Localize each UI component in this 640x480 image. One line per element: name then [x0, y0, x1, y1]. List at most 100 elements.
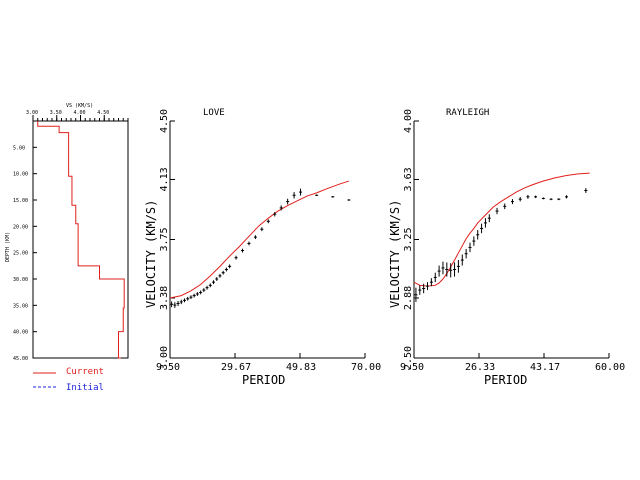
love-observation — [212, 280, 216, 285]
model-x-tick-label: 4.00 — [74, 110, 86, 116]
rayleigh-observation — [480, 223, 484, 234]
rayleigh-observation — [414, 287, 418, 302]
rayleigh-observation — [510, 199, 514, 205]
rayleigh-observation — [441, 261, 445, 275]
love-observation — [266, 219, 270, 224]
love-y-tick-label: 3.75 — [159, 227, 170, 251]
rayleigh-observation — [557, 198, 561, 201]
love-y-tick-label: 4.13 — [159, 167, 170, 191]
rayleigh-observation — [464, 248, 468, 259]
love-observation — [234, 255, 238, 260]
rayleigh-x-tick-label: 43.17 — [530, 362, 560, 373]
love-observation — [331, 196, 335, 198]
rayleigh-observation — [418, 285, 422, 295]
love-observation — [202, 288, 206, 292]
rayleigh-observation — [468, 242, 472, 253]
rayleigh-observation — [449, 263, 453, 278]
love-observation — [218, 273, 222, 278]
love-observation — [292, 192, 296, 199]
love-observation — [199, 290, 203, 295]
love-observation — [189, 295, 193, 300]
model-y-tick-label: 40.00 — [13, 330, 28, 336]
model-y-tick-label: 15.00 — [13, 198, 28, 204]
love-observation — [241, 248, 245, 253]
rayleigh-observation — [518, 196, 522, 202]
love-y-tick-label: 4.50 — [159, 109, 170, 133]
rayleigh-dispersion-panel: 9.50 26.33 43.17 60.00 2.50 2.88 3.25 3.63 4.00… — [388, 108, 625, 387]
rayleigh-x-ticks: 9.50 26.33 43.17 60.00 — [400, 353, 625, 373]
love-observed-points — [170, 188, 351, 308]
love-observation — [170, 301, 174, 308]
rayleigh-observation — [445, 262, 449, 277]
rayleigh-observation — [472, 236, 476, 246]
legend-initial-label: Initial — [66, 383, 104, 393]
love-y-tick-label: 3.38 — [159, 286, 170, 310]
love-title: LOVE — [203, 108, 225, 118]
love-observation — [260, 227, 264, 232]
model-y-ticks: 5.00 10.00 15.00 20.00 25.00 30.00 35.00 40.00 4… — [13, 145, 37, 362]
rayleigh-observation — [549, 198, 553, 201]
rayleigh-y-axis-label: VELOCITY (KM/S) — [388, 200, 402, 308]
model-x-ticks: 3.00 3.50 4.00 4.50 — [26, 110, 129, 121]
love-observation — [215, 277, 219, 281]
love-observation — [279, 205, 283, 211]
love-x-tick-label: 49.83 — [286, 362, 316, 373]
rayleigh-observation — [426, 282, 430, 291]
model-y-tick-label: 5.00 — [13, 145, 25, 151]
model-x-tick-label: 3.00 — [26, 110, 38, 116]
rayleigh-y-tick-label: 2.88 — [403, 286, 414, 310]
rayleigh-observation — [487, 214, 491, 223]
model-plot-frame — [32, 120, 129, 359]
legend-current-label: Current — [66, 367, 104, 377]
model-y-tick-label: 30.00 — [13, 277, 28, 283]
rayleigh-observation — [437, 265, 441, 277]
love-observation — [186, 296, 190, 301]
rayleigh-observation — [476, 230, 480, 240]
rayleigh-observation — [422, 283, 426, 294]
love-y-ticks: 3.00 3.38 3.75 4.13 4.50 — [159, 109, 175, 370]
love-observation — [183, 298, 187, 303]
model-current-profile — [37, 121, 125, 359]
love-observation — [179, 299, 183, 305]
model-y-tick-label: 20.00 — [13, 224, 28, 230]
love-x-tick-label: 70.00 — [351, 362, 381, 373]
love-observation — [224, 267, 228, 272]
love-observation — [195, 292, 199, 296]
vs-depth-model-panel: 3.00 3.50 4.00 4.50 5.00 10.00 15.00 20.00 25.0… — [5, 103, 129, 362]
rayleigh-observation — [565, 195, 569, 199]
love-observation — [273, 212, 277, 217]
rayleigh-observation — [541, 197, 545, 200]
rayleigh-observation — [456, 260, 460, 273]
rayleigh-title: RAYLEIGH — [446, 108, 489, 118]
model-x-tick-label: 4.50 — [97, 110, 109, 116]
rayleigh-y-tick-label: 2.50 — [403, 346, 414, 370]
rayleigh-x-tick-label: 9.50 — [400, 362, 424, 373]
rayleigh-observation — [534, 195, 538, 199]
love-y-tick-label: 3.00 — [159, 346, 170, 370]
love-observation — [173, 302, 177, 308]
love-x-tick-label: 29.67 — [221, 362, 251, 373]
rayleigh-observation — [584, 188, 588, 193]
rayleigh-observation — [460, 254, 464, 266]
love-observation — [347, 199, 351, 201]
love-observation — [247, 241, 251, 246]
rayleigh-y-ticks: 2.50 2.88 3.25 3.63 4.00 — [403, 109, 419, 370]
love-observation — [192, 293, 196, 298]
rayleigh-observation — [503, 203, 507, 210]
love-observation — [286, 198, 290, 205]
rayleigh-x-tick-label: 60.00 — [595, 362, 625, 373]
love-x-ticks: 9.50 29.67 49.83 70.00 — [156, 353, 381, 373]
love-observation — [205, 285, 209, 290]
model-y-tick-label: 10.00 — [13, 172, 28, 178]
legend: Current Initial — [33, 367, 104, 393]
rayleigh-x-axis-label: PERIOD — [484, 373, 527, 387]
model-y-tick-label: 45.00 — [13, 356, 28, 362]
rayleigh-y-tick-label: 3.63 — [403, 167, 414, 191]
love-observation — [221, 270, 225, 275]
love-y-axis-label: VELOCITY (KM/S) — [144, 200, 158, 308]
rayleigh-observation — [495, 207, 499, 215]
love-x-tick-label: 9.50 — [156, 362, 180, 373]
rayleigh-observed-points — [414, 188, 588, 302]
rayleigh-observation — [429, 278, 433, 287]
